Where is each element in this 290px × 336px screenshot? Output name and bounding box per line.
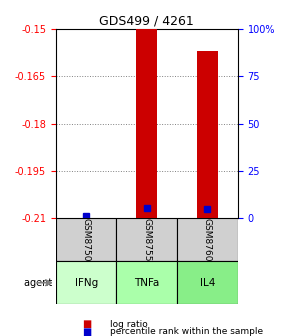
FancyBboxPatch shape [117,218,177,261]
FancyBboxPatch shape [177,261,238,304]
Text: ■: ■ [82,319,92,329]
Text: log ratio: log ratio [110,320,148,329]
Bar [136,29,157,218]
Text: GSM8750: GSM8750 [82,218,91,261]
Bar [197,51,218,218]
Text: GSM8760: GSM8760 [203,218,212,261]
FancyBboxPatch shape [177,218,238,261]
Text: IFNg: IFNg [75,278,98,288]
Title: GDS499 / 4261: GDS499 / 4261 [99,15,194,28]
FancyBboxPatch shape [56,261,117,304]
FancyBboxPatch shape [117,261,177,304]
Text: ■: ■ [82,327,92,336]
Text: agent: agent [24,278,56,288]
Text: TNFa: TNFa [134,278,160,288]
Text: GSM8755: GSM8755 [142,218,151,261]
FancyBboxPatch shape [56,218,117,261]
Text: percentile rank within the sample: percentile rank within the sample [110,328,263,336]
Text: IL4: IL4 [200,278,215,288]
